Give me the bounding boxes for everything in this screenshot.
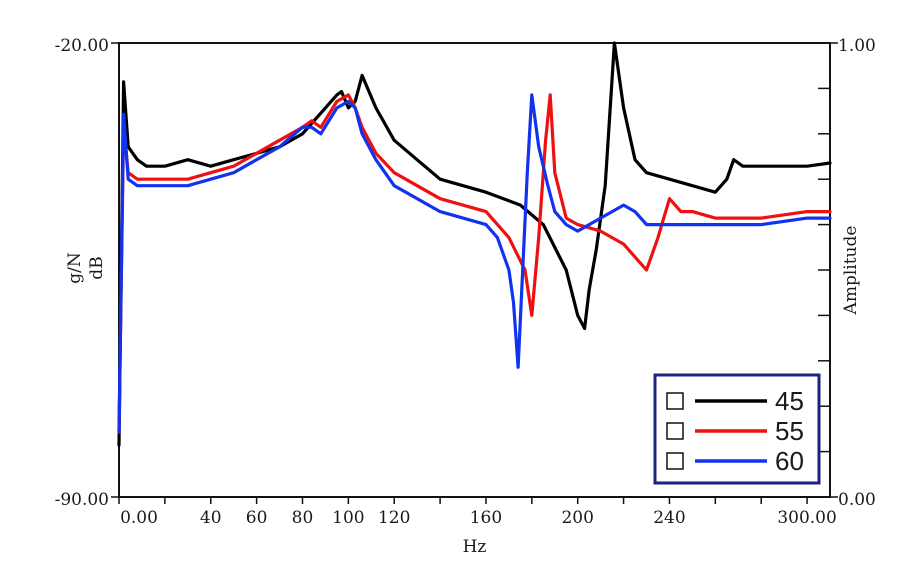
x-tick-label: 300.00 [777,508,836,528]
x-tick-label: 80 [292,508,314,528]
legend-checkbox[interactable] [666,452,684,470]
legend-label: 45 [775,386,804,416]
legend-checkbox[interactable] [666,392,684,410]
series-lines [117,41,832,447]
x-tick-label: 160 [470,508,502,528]
legend-checkbox[interactable] [666,422,684,440]
y-right-tick-label: 0.00 [838,490,876,510]
series-line-45 [117,41,832,447]
y-right-tick-label: 1.00 [838,36,876,56]
axis-labels: 0.00 40 60 80 100 120 160 200 240 300.00 -20.00 -90… [55,36,876,557]
x-tick-label: 60 [246,508,268,528]
x-tick-label: 100 [332,508,364,528]
legend-label: 60 [775,446,804,476]
x-tick-label: 120 [378,508,410,528]
y-left-tick-label: -20.00 [55,36,109,56]
x-axis-title: Hz [463,537,487,557]
y-left-tick-label: -90.00 [55,490,109,510]
x-tick-label: 200 [561,508,593,528]
y-left-axis-title: dB [87,256,107,279]
axis-ticks [111,42,838,504]
series-line-60 [117,93,832,434]
y-left-axis-title: g/N [65,252,85,284]
series-line-55 [117,93,832,434]
x-tick-label: 40 [200,508,222,528]
y-right-axis-title: Amplitude [841,226,861,316]
x-tick-label: 240 [653,508,685,528]
legend-label: 55 [775,416,804,446]
x-tick-label: 0.00 [120,508,158,528]
